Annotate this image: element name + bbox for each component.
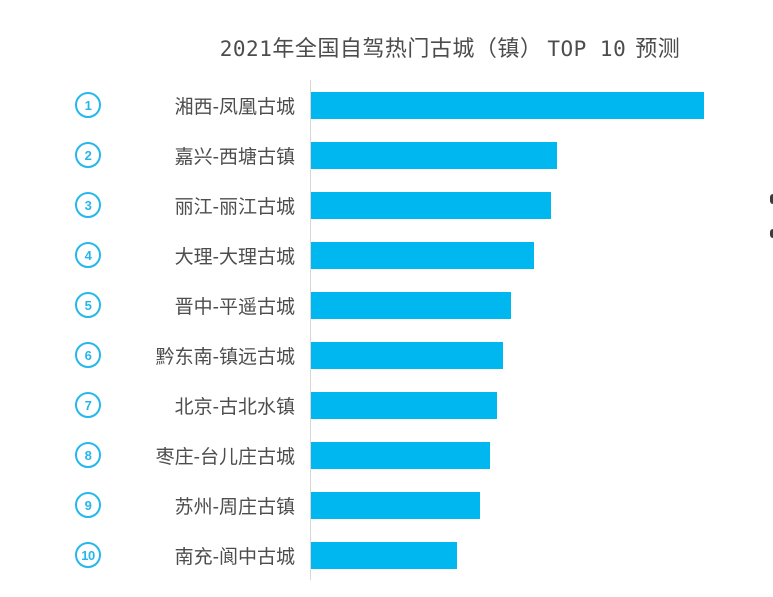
category-label: 湘西-凤凰古城	[174, 96, 295, 118]
bar	[311, 491, 480, 519]
category-axis-line	[310, 80, 311, 580]
category-label: 晋中-平遥古城	[174, 296, 295, 318]
chart-row: 10 南充-阆中古城	[0, 530, 773, 580]
bar	[311, 141, 557, 169]
rank-badge: 10	[75, 542, 101, 568]
chart-row: 9 苏州-周庄古镇	[0, 480, 773, 530]
chart-row: 6 黔东南-镇远古城	[0, 330, 773, 380]
chart-row: 2 嘉兴-西塘古镇	[0, 130, 773, 180]
title-suffix-cn: 预测	[635, 36, 681, 61]
chart-row: 3 丽江-丽江古城	[0, 180, 773, 230]
clipped-glyph-artifact	[770, 229, 773, 238]
category-label: 枣庄-台儿庄古城	[155, 446, 295, 468]
bar	[311, 341, 503, 369]
category-label: 南充-阆中古城	[174, 546, 295, 568]
category-label: 黔东南-镇远古城	[155, 346, 295, 368]
rank-badge: 2	[75, 142, 101, 168]
bar	[311, 241, 534, 269]
rank-badge: 7	[75, 392, 101, 418]
bar	[311, 191, 551, 219]
rank-badge: 4	[75, 242, 101, 268]
rank-badge: 3	[75, 192, 101, 218]
chart-row: 4 大理-大理古城	[0, 230, 773, 280]
category-label: 苏州-周庄古镇	[174, 496, 295, 518]
category-label: 北京-古北水镇	[174, 396, 295, 418]
category-label: 丽江-丽江古城	[174, 196, 295, 218]
chart-row: 7 北京-古北水镇	[0, 380, 773, 430]
bar	[311, 291, 511, 319]
rank-badge: 9	[75, 492, 101, 518]
clipped-glyph-artifact	[770, 194, 773, 204]
rank-badge: 6	[75, 342, 101, 368]
chart-row: 1 湘西-凤凰古城	[0, 80, 773, 130]
title-top10: TOP 10	[547, 37, 627, 61]
bar	[311, 541, 457, 569]
chart-title: 2021年全国自驾热门古城（镇） TOP 10 预测	[130, 31, 770, 63]
chart-row: 5 晋中-平遥古城	[0, 280, 773, 330]
bar	[311, 441, 490, 469]
rank-badge: 5	[75, 292, 101, 318]
rank-badge: 8	[75, 442, 101, 468]
bar	[311, 91, 704, 119]
chart-row: 8 枣庄-台儿庄古城	[0, 430, 773, 480]
category-label: 嘉兴-西塘古镇	[174, 146, 295, 168]
title-year: 2021	[219, 37, 273, 61]
category-label: 大理-大理古城	[174, 246, 295, 268]
title-main-cn: 年全国自驾热门古城（镇）	[272, 36, 543, 61]
bar	[311, 391, 497, 419]
bar-chart-rows: 1 湘西-凤凰古城 2 嘉兴-西塘古镇 3 丽江-丽江古城 4 大理-大理古城 5 晋中-平遥古城…	[0, 80, 773, 580]
rank-badge: 1	[75, 92, 101, 118]
